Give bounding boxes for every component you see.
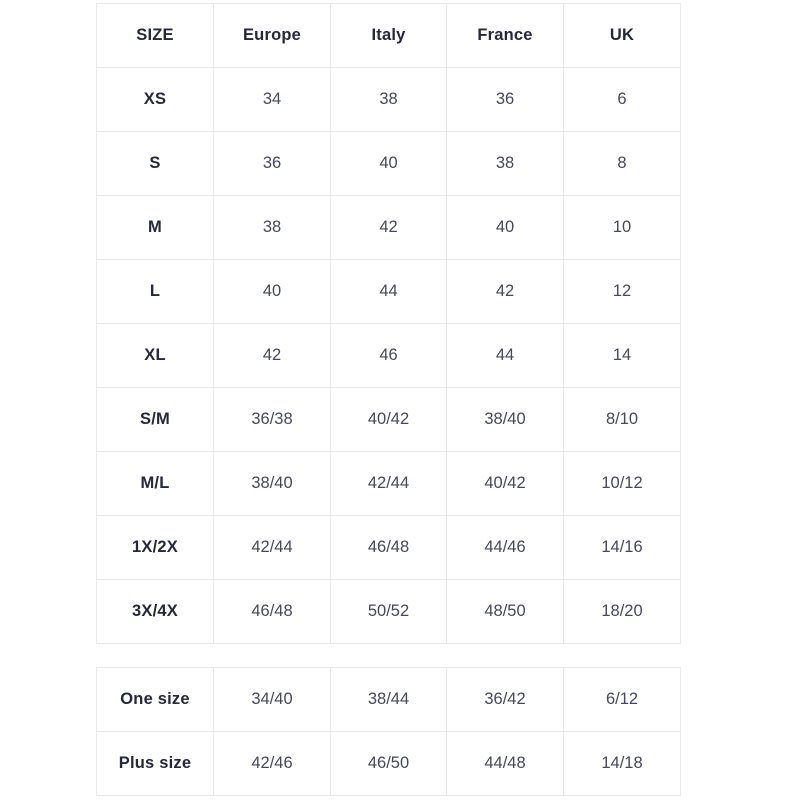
table-body: XS 34 38 36 6 S 36 40 38 8 M 38 42 40 10	[96, 67, 681, 644]
cell-uk: 10/12	[563, 451, 681, 516]
cell-europe: 34/40	[213, 667, 331, 732]
table-row: Plus size 42/46 46/50 44/48 14/18	[96, 731, 681, 796]
cell-france: 40	[446, 195, 564, 260]
cell-europe: 36	[213, 131, 331, 196]
cell-france: 38/40	[446, 387, 564, 452]
cell-uk: 8	[563, 131, 681, 196]
row-label-one-size: One size	[96, 667, 214, 732]
cell-europe: 42/44	[213, 515, 331, 580]
cell-europe: 38/40	[213, 451, 331, 516]
cell-france: 44	[446, 323, 564, 388]
cell-italy: 38/44	[330, 667, 447, 732]
row-label-xs: XS	[96, 67, 214, 132]
cell-uk: 10	[563, 195, 681, 260]
cell-europe: 34	[213, 67, 331, 132]
cell-europe: 42	[213, 323, 331, 388]
cell-france: 36	[446, 67, 564, 132]
cell-italy: 50/52	[330, 579, 447, 644]
table-row: L 40 44 42 12	[96, 259, 681, 324]
cell-uk: 18/20	[563, 579, 681, 644]
cell-italy: 40/42	[330, 387, 447, 452]
cell-france: 36/42	[446, 667, 564, 732]
cell-uk: 14	[563, 323, 681, 388]
row-label-s-m: S/M	[96, 387, 214, 452]
cell-europe: 38	[213, 195, 331, 260]
cell-europe: 42/46	[213, 731, 331, 796]
table-row: 3X/4X 46/48 50/52 48/50 18/20	[96, 579, 681, 644]
cell-uk: 6/12	[563, 667, 681, 732]
cell-france: 42	[446, 259, 564, 324]
cell-uk: 12	[563, 259, 681, 324]
column-header-france: France	[446, 3, 564, 68]
table-row: S/M 36/38 40/42 38/40 8/10	[96, 387, 681, 452]
table-row: M 38 42 40 10	[96, 195, 681, 260]
cell-uk: 6	[563, 67, 681, 132]
cell-france: 44/46	[446, 515, 564, 580]
row-label-plus-size: Plus size	[96, 731, 214, 796]
cell-uk: 14/16	[563, 515, 681, 580]
row-label-xl: XL	[96, 323, 214, 388]
cell-europe: 36/38	[213, 387, 331, 452]
table-body: One size 34/40 38/44 36/42 6/12 Plus siz…	[96, 667, 681, 796]
cell-italy: 42/44	[330, 451, 447, 516]
size-conversion-table: SIZE Europe Italy France UK XS 34 38 36 …	[96, 3, 681, 644]
row-label-3x-4x: 3X/4X	[96, 579, 214, 644]
cell-france: 48/50	[446, 579, 564, 644]
table-row: S 36 40 38 8	[96, 131, 681, 196]
cell-uk: 8/10	[563, 387, 681, 452]
cell-france: 44/48	[446, 731, 564, 796]
cell-italy: 42	[330, 195, 447, 260]
cell-italy: 38	[330, 67, 447, 132]
table-row: 1X/2X 42/44 46/48 44/46 14/16	[96, 515, 681, 580]
row-label-m-l: M/L	[96, 451, 214, 516]
column-header-size: SIZE	[96, 3, 214, 68]
cell-italy: 40	[330, 131, 447, 196]
cell-uk: 14/18	[563, 731, 681, 796]
row-label-m: M	[96, 195, 214, 260]
row-label-l: L	[96, 259, 214, 324]
column-header-italy: Italy	[330, 3, 447, 68]
one-size-plus-size-table: One size 34/40 38/44 36/42 6/12 Plus siz…	[96, 667, 681, 796]
table-row: XS 34 38 36 6	[96, 67, 681, 132]
cell-italy: 46	[330, 323, 447, 388]
cell-france: 38	[446, 131, 564, 196]
cell-italy: 46/48	[330, 515, 447, 580]
table-row: One size 34/40 38/44 36/42 6/12	[96, 667, 681, 732]
column-header-uk: UK	[563, 3, 681, 68]
cell-italy: 46/50	[330, 731, 447, 796]
cell-france: 40/42	[446, 451, 564, 516]
row-label-s: S	[96, 131, 214, 196]
table-row: M/L 38/40 42/44 40/42 10/12	[96, 451, 681, 516]
row-label-1x-2x: 1X/2X	[96, 515, 214, 580]
table-header: SIZE Europe Italy France UK	[96, 3, 681, 68]
column-header-europe: Europe	[213, 3, 331, 68]
table-header-row: SIZE Europe Italy France UK	[96, 3, 681, 68]
cell-europe: 46/48	[213, 579, 331, 644]
cell-italy: 44	[330, 259, 447, 324]
table-row: XL 42 46 44 14	[96, 323, 681, 388]
cell-europe: 40	[213, 259, 331, 324]
